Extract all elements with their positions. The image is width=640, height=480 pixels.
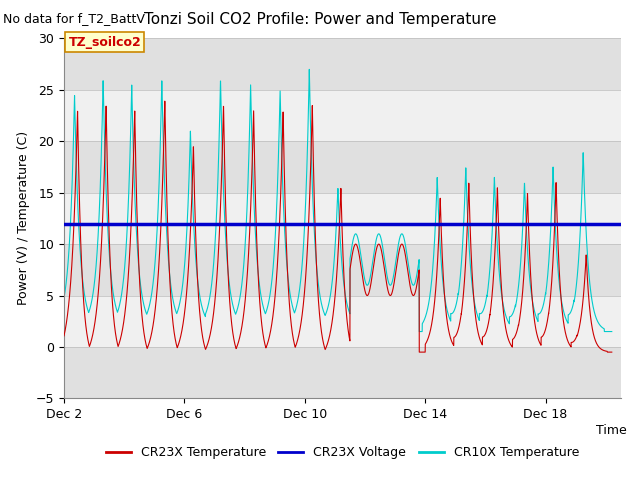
Text: TZ_soilco2: TZ_soilco2	[68, 36, 141, 48]
Text: Time: Time	[596, 423, 627, 437]
Text: No data for f_T2_BattV: No data for f_T2_BattV	[3, 12, 145, 25]
Bar	[64, 141, 621, 192]
Legend: CR23X Temperature, CR23X Voltage, CR10X Temperature: CR23X Temperature, CR23X Voltage, CR10X …	[100, 441, 584, 464]
Bar	[64, 296, 621, 347]
Y-axis label: Power (V) / Temperature (C): Power (V) / Temperature (C)	[17, 132, 30, 305]
Bar	[64, 244, 621, 296]
Bar	[64, 192, 621, 244]
Text: Tonzi Soil CO2 Profile: Power and Temperature: Tonzi Soil CO2 Profile: Power and Temper…	[144, 12, 496, 27]
Bar	[64, 38, 621, 90]
Bar	[64, 90, 621, 141]
Bar	[64, 347, 621, 398]
